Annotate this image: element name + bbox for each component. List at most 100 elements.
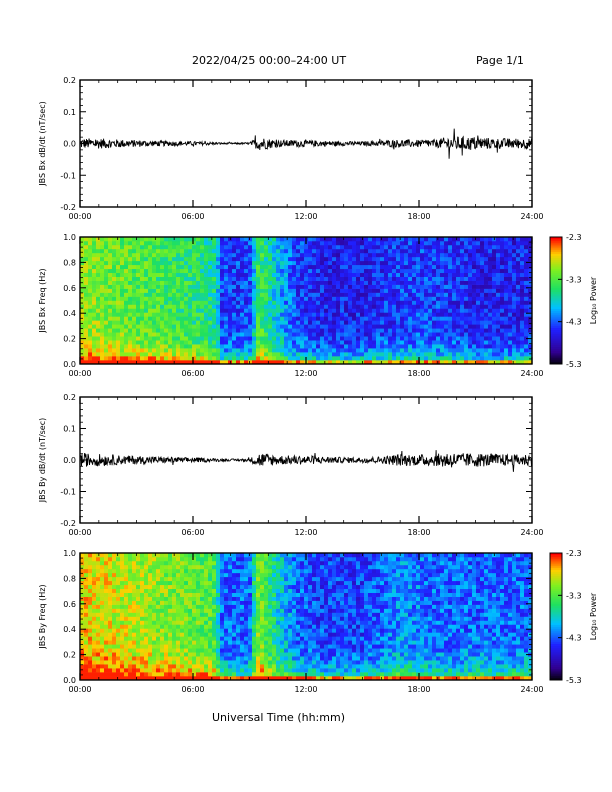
panel-1-colorbar-step [550, 330, 562, 333]
panel-1-cell [144, 288, 149, 293]
panel-3-cell [136, 652, 141, 657]
panel-1-colorbar-step [550, 347, 562, 350]
panel-1-cell [232, 324, 237, 329]
panel-3-cell [152, 608, 157, 613]
panel-3-cell [132, 553, 137, 558]
panel-1-cell [504, 336, 509, 341]
panel-1-cell [300, 344, 305, 349]
panel-1-cell [348, 340, 353, 345]
panel-3-cell [84, 560, 89, 566]
panel-1-cell [336, 308, 341, 313]
panel-1-cell [308, 308, 313, 313]
panel-1-cell [176, 240, 181, 246]
panel-3-cell [188, 616, 193, 621]
panel-3-cell [92, 656, 97, 661]
panel-1-cell [236, 348, 241, 353]
panel-1-cell [492, 272, 497, 277]
panel-1-cell [428, 352, 433, 357]
panel-3-cell [132, 656, 137, 661]
panel-3-cell [140, 628, 145, 633]
panel-3-cell [132, 584, 137, 590]
panel-1-cell [460, 328, 465, 333]
panel-3-cell [120, 572, 125, 578]
panel-1-cell [308, 324, 313, 329]
panel-1-cell [456, 344, 461, 349]
panel-1-cell [364, 304, 369, 309]
panel-1-cell [112, 340, 117, 345]
panel-1-cell [180, 348, 185, 353]
panel-1-cell [484, 300, 489, 305]
panel-1-cell [200, 300, 205, 305]
panel-3-cell [100, 553, 105, 558]
panel-1-cell [352, 340, 357, 345]
panel-1-cell [328, 356, 333, 361]
panel-1-cell [244, 296, 249, 301]
panel-1-cell [500, 348, 505, 353]
panel-1-cell [232, 340, 237, 345]
panel-3-cell [100, 604, 105, 609]
panel-1-cell [104, 248, 109, 254]
panel-3-cell [124, 656, 129, 661]
panel-3-cell [124, 620, 129, 625]
panel-1-cell [152, 248, 157, 254]
panel-1-cell [516, 276, 521, 281]
panel-1-cell [232, 292, 237, 297]
panel-1-cell [420, 284, 425, 289]
panel-1-colorbar-step [550, 294, 562, 297]
panel-1-cell [112, 320, 117, 325]
panel-1-cell [288, 256, 293, 262]
panel-1-cell [460, 260, 465, 266]
panel-1-cell [132, 316, 137, 321]
panel-3-cell [84, 612, 89, 617]
panel-1-cell [516, 360, 521, 365]
panel-1-cell [468, 352, 473, 357]
panel-1-cell [288, 268, 293, 274]
panel-1-cell [300, 240, 305, 246]
panel-3-cell [180, 636, 185, 641]
panel-1-cell [472, 268, 477, 274]
panel-1-cell [332, 284, 337, 289]
panel-1-cell [216, 312, 221, 317]
panel-1-cell [92, 304, 97, 309]
panel-1-cell [384, 332, 389, 337]
panel-1-cell [348, 336, 353, 341]
panel-3-cell [100, 676, 105, 681]
panel-3-cell [96, 572, 101, 578]
panel-1-cell [508, 304, 513, 309]
panel-3-cell [128, 624, 133, 629]
panel-1-cell [124, 324, 129, 329]
panel-1-cell [116, 352, 121, 357]
panel-1-cell [332, 344, 337, 349]
panel-1-cell [148, 280, 153, 285]
panel-1-cell [132, 280, 137, 285]
panel-1-cell [124, 244, 129, 250]
panel-1-cell [256, 352, 261, 357]
panel-1-cell [396, 272, 401, 277]
panel-1-cell [352, 272, 357, 277]
panel-1-cell [144, 300, 149, 305]
panel-3-cell [80, 564, 85, 570]
panel-3-cell [128, 616, 133, 621]
panel-3-cell [108, 616, 113, 621]
panel-1-cell [376, 240, 381, 246]
panel-3-cell [160, 624, 165, 629]
panel-1-cell [452, 308, 457, 313]
panel-1-cell [112, 237, 117, 242]
panel-1-cell [176, 288, 181, 293]
panel-1-cell [512, 272, 517, 277]
panel-1-cell [288, 324, 293, 329]
panel-1-cell [368, 356, 373, 361]
panel-1-cell [524, 292, 529, 297]
panel-1-cell [256, 276, 261, 281]
panel-1-cell [248, 244, 253, 250]
panel-1-cell [360, 256, 365, 262]
panel-1-cell [396, 237, 401, 242]
panel-1-cell [360, 284, 365, 289]
panel-1-cell [172, 260, 177, 266]
panel-1-cell [320, 304, 325, 309]
panel-3-cell [196, 556, 201, 562]
panel-1-cell [152, 344, 157, 349]
panel-3-cell [160, 576, 165, 582]
panel-1-cell [240, 308, 245, 313]
panel-1-cell [296, 296, 301, 301]
